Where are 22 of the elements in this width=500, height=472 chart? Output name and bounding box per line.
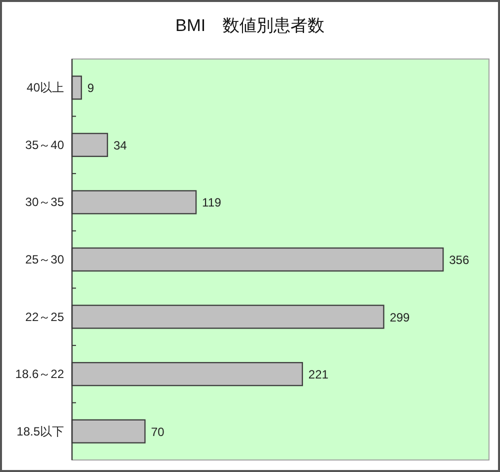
bar (71, 419, 146, 444)
y-tick-label: 18.6～22 (15, 367, 64, 382)
data-label: 9 (87, 81, 94, 96)
data-label: 356 (449, 253, 470, 267)
y-tick-label: 35～40 (25, 138, 64, 152)
chart-title: BMI 数値別患者数 (175, 16, 325, 35)
bar (71, 304, 384, 329)
y-tick-label: 25～30 (25, 252, 64, 266)
data-label: 299 (390, 310, 410, 324)
y-tick-label: 22～25 (25, 310, 64, 324)
y-tick-label: 18.5以下 (16, 424, 64, 438)
data-label: 119 (202, 196, 222, 210)
bar (71, 76, 82, 100)
data-label: 34 (113, 138, 128, 152)
y-tick-label: 30～35 (25, 195, 64, 210)
bar (71, 362, 303, 386)
data-label: 221 (308, 368, 329, 382)
y-tick-label: 40以上 (26, 80, 64, 95)
data-label: 70 (150, 424, 165, 439)
bar (71, 132, 108, 157)
bar (71, 247, 444, 272)
bar (71, 190, 197, 214)
